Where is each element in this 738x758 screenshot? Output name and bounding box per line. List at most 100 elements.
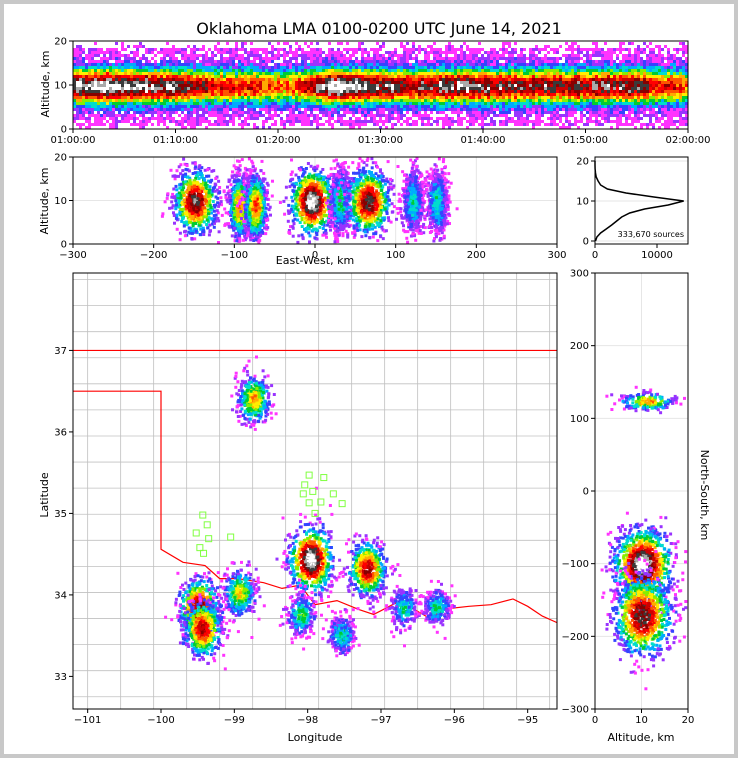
time-height-density-mark — [241, 111, 244, 114]
time-height-density-mark — [79, 72, 82, 75]
time-height-density-mark — [247, 57, 250, 60]
time-height-density-mark — [166, 114, 169, 117]
time-height-density-mark — [310, 114, 313, 117]
time-height-density-mark — [139, 99, 142, 102]
time-height-density-mark — [79, 69, 82, 72]
time-height-density-mark — [571, 105, 574, 108]
time-height-density-mark — [592, 66, 595, 69]
time-height-density-mark — [442, 51, 445, 54]
time-height-density-mark — [136, 48, 139, 51]
time-height-density-mark — [373, 90, 376, 93]
time-height-density-mark — [181, 96, 184, 99]
time-height-density-mark — [166, 66, 169, 69]
time-height-density-mark — [619, 78, 622, 81]
time-height-density-mark — [121, 69, 124, 72]
time-height-density-mark — [325, 108, 328, 111]
time-height-density-mark — [532, 90, 535, 93]
time-height-density-mark — [376, 90, 379, 93]
time-height-density-mark — [211, 99, 214, 102]
time-height-density-mark — [82, 63, 85, 66]
time-height-density-mark — [130, 57, 133, 60]
time-height-density-mark — [679, 57, 682, 60]
time-height-density-mark — [436, 51, 439, 54]
time-height-density-mark — [190, 114, 193, 117]
time-height-density-mark — [325, 66, 328, 69]
time-height-density-mark — [619, 69, 622, 72]
time-height-density-mark — [301, 90, 304, 93]
time-height-density-mark — [481, 69, 484, 72]
time-height-density-mark — [334, 111, 337, 114]
time-height-density-mark — [439, 51, 442, 54]
time-height-density-mark — [505, 114, 508, 117]
time-height-density-mark — [646, 87, 649, 90]
time-height-density-mark — [568, 75, 571, 78]
time-height-density-mark — [532, 108, 535, 111]
time-height-density-mark — [352, 99, 355, 102]
time-height-density-mark — [418, 99, 421, 102]
time-height-density-mark — [181, 81, 184, 84]
time-height-density-mark — [184, 54, 187, 57]
time-height-density-mark — [319, 60, 322, 63]
time-height-density-mark — [139, 72, 142, 75]
time-height-density-mark — [130, 114, 133, 117]
time-height-density-mark — [493, 69, 496, 72]
time-height-density-mark — [340, 72, 343, 75]
time-height-density-mark — [625, 69, 628, 72]
time-height-density-mark — [133, 108, 136, 111]
time-height-density-mark — [673, 120, 676, 123]
time-height-density-mark — [349, 93, 352, 96]
time-height-density-mark — [79, 81, 82, 84]
time-height-density-mark — [205, 72, 208, 75]
time-height-density-mark — [133, 102, 136, 105]
time-height-density-mark — [631, 78, 634, 81]
time-height-density-mark — [472, 117, 475, 120]
time-height-density-mark — [385, 90, 388, 93]
time-height-density-mark — [442, 96, 445, 99]
time-height-density-mark — [652, 66, 655, 69]
time-height-density-mark — [337, 63, 340, 66]
time-height-density-mark — [655, 87, 658, 90]
time-height-density-mark — [469, 81, 472, 84]
time-height-density-mark — [271, 51, 274, 54]
time-height-density-mark — [130, 69, 133, 72]
time-height-density-mark — [79, 54, 82, 57]
time-height-density-mark — [403, 99, 406, 102]
time-height-density-mark — [457, 123, 460, 126]
time-height-density-mark — [685, 75, 688, 78]
time-height-density-mark — [106, 93, 109, 96]
time-height-density-mark — [433, 108, 436, 111]
time-height-density-mark — [316, 72, 319, 75]
time-height-density-mark — [667, 105, 670, 108]
time-height-density-mark — [439, 108, 442, 111]
time-height-density-mark — [343, 93, 346, 96]
time-height-density-mark — [595, 120, 598, 123]
time-height-density-mark — [319, 51, 322, 54]
time-height-density-mark — [238, 105, 241, 108]
time-height-density-mark — [574, 99, 577, 102]
time-height-density-mark — [256, 96, 259, 99]
time-height-density-mark — [520, 63, 523, 66]
time-height-density-mark — [394, 54, 397, 57]
time-height-density-mark — [223, 120, 226, 123]
time-height-density-mark — [595, 48, 598, 51]
time-height-density-mark — [475, 54, 478, 57]
time-height-density-mark — [313, 102, 316, 105]
time-height-density-mark — [304, 102, 307, 105]
time-height-density-mark — [88, 54, 91, 57]
time-height-density-mark — [568, 96, 571, 99]
time-height-density-mark — [202, 117, 205, 120]
time-height-density-mark — [451, 90, 454, 93]
time-height-density-mark — [229, 60, 232, 63]
time-height-density-mark — [592, 84, 595, 87]
time-height-density-mark — [607, 99, 610, 102]
time-height-density-mark — [118, 69, 121, 72]
time-height-density-mark — [127, 63, 130, 66]
time-height-density-mark — [187, 105, 190, 108]
time-height-density-mark — [538, 108, 541, 111]
time-height-density-mark — [331, 102, 334, 105]
time-height-density-mark — [298, 45, 301, 48]
time-height-density-mark — [238, 78, 241, 81]
time-height-density-mark — [268, 93, 271, 96]
time-height-density-mark — [607, 84, 610, 87]
time-height-density-mark — [400, 96, 403, 99]
